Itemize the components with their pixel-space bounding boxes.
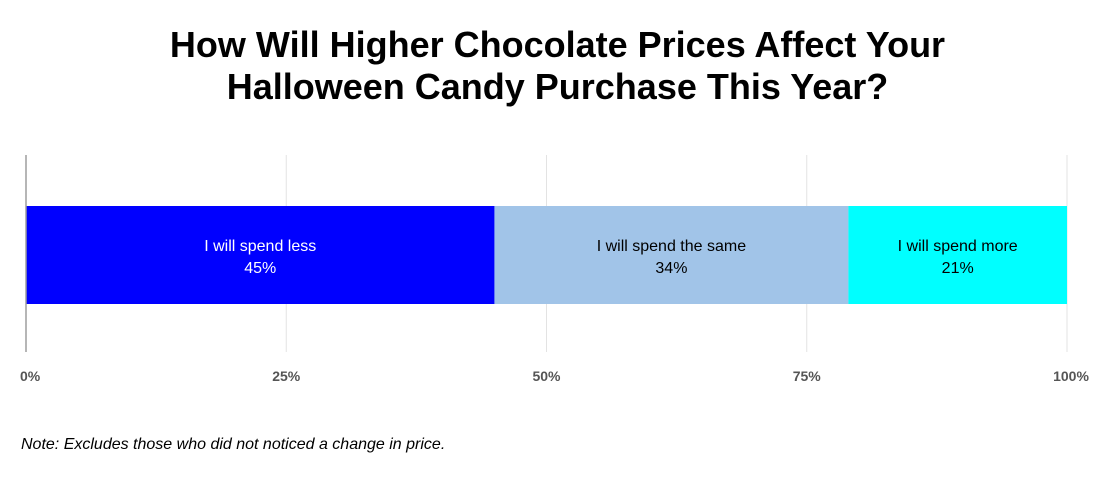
bar-segment bbox=[848, 206, 1067, 304]
segment-value-label: 45% bbox=[244, 260, 276, 277]
x-tick-label: 50% bbox=[532, 368, 561, 384]
segment-name-label: I will spend the same bbox=[597, 238, 747, 255]
chart-title: How Will Higher Chocolate Prices Affect … bbox=[0, 24, 1115, 108]
x-axis: 0% 25% 50% 75% 100% bbox=[20, 155, 1089, 384]
segment-name-label: I will spend less bbox=[204, 238, 316, 255]
bar-segment bbox=[494, 206, 849, 304]
stacked-bar-chart: I will spend less 45% I will spend the sam… bbox=[20, 155, 1089, 384]
chart-title-line-2: Halloween Candy Purchase This Year? bbox=[226, 66, 889, 107]
x-tick-label: 0% bbox=[20, 368, 41, 384]
segment-name-label: I will spend more bbox=[898, 238, 1018, 255]
bar-segment bbox=[26, 206, 495, 304]
x-tick-label: 25% bbox=[272, 368, 301, 384]
chart-title-line-1: How Will Higher Chocolate Prices Affect … bbox=[169, 24, 946, 65]
bar-segments: I will spend less 45% I will spend the sam… bbox=[26, 206, 1067, 304]
x-tick-label: 100% bbox=[1053, 368, 1089, 384]
chart-note: Note: Excludes those who did not noticed… bbox=[21, 436, 446, 453]
x-tick-label: 75% bbox=[793, 368, 822, 384]
segment-value-label: 34% bbox=[655, 260, 687, 277]
segment-value-label: 21% bbox=[942, 260, 974, 277]
